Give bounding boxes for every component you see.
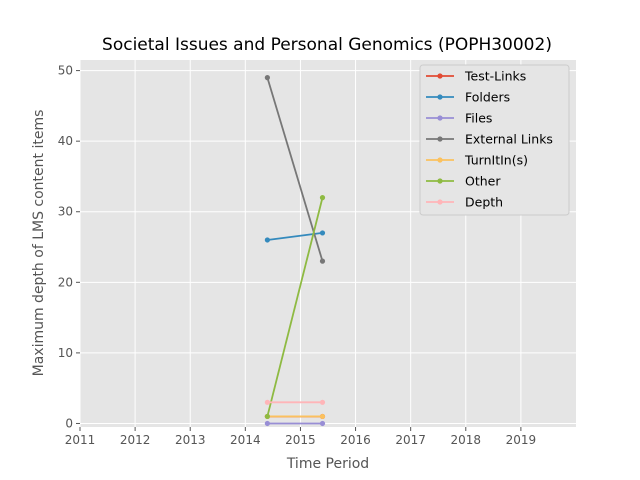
y-tick-label: 30 bbox=[58, 205, 73, 219]
x-tick-label: 2016 bbox=[340, 433, 371, 447]
x-axis-label: Time Period bbox=[286, 456, 369, 472]
legend-item-label: Folders bbox=[465, 90, 510, 105]
x-tick-label: 2014 bbox=[230, 433, 261, 447]
series-line bbox=[266, 197, 324, 417]
x-axis-ticks: 2011 2012 2013 2014 2015 2016 2017 2018 2019 bbox=[65, 427, 536, 447]
data-point bbox=[319, 399, 326, 405]
legend-item-label: Other bbox=[465, 174, 501, 189]
chart-title: Societal Issues and Personal Genomics (P… bbox=[102, 35, 552, 55]
y-tick-label: 10 bbox=[58, 346, 73, 360]
data-point bbox=[319, 413, 326, 420]
legend-marker bbox=[437, 73, 443, 79]
data-point bbox=[264, 75, 270, 81]
data-point bbox=[319, 230, 326, 236]
legend-marker bbox=[437, 94, 443, 100]
x-tick-label: 2011 bbox=[65, 433, 96, 447]
legend: Test-Links Folders Files External Links Turn… bbox=[419, 64, 570, 216]
legend-frame bbox=[419, 64, 570, 216]
x-tick-label: 2017 bbox=[395, 433, 426, 447]
series-other bbox=[264, 195, 326, 420]
data-point bbox=[319, 195, 326, 201]
y-tick-label: 0 bbox=[65, 416, 73, 430]
legend-marker bbox=[437, 136, 443, 142]
data-point bbox=[264, 413, 270, 420]
legend-item-label: TurnItIn(s) bbox=[464, 153, 528, 168]
y-tick-label: 20 bbox=[58, 275, 73, 289]
legend-item-label: External Links bbox=[465, 132, 553, 147]
data-point bbox=[319, 258, 326, 264]
legend-marker bbox=[437, 115, 443, 121]
x-tick-label: 2013 bbox=[175, 433, 206, 447]
data-point bbox=[264, 399, 270, 405]
series-files bbox=[264, 420, 326, 427]
y-tick-label: 40 bbox=[58, 134, 73, 148]
legend-marker bbox=[437, 157, 443, 163]
legend-marker bbox=[437, 199, 443, 205]
data-point bbox=[319, 420, 326, 427]
y-axis-label: Maximum depth of LMS content items bbox=[31, 110, 47, 377]
y-axis-ticks: 0 10 20 30 40 50 bbox=[58, 64, 80, 430]
gridlines bbox=[79, 60, 576, 427]
y-tick-label: 50 bbox=[58, 64, 73, 78]
legend-item-label: Files bbox=[465, 111, 492, 126]
x-tick-label: 2012 bbox=[120, 433, 151, 447]
legend-marker bbox=[437, 178, 443, 184]
series-depth bbox=[264, 399, 326, 405]
x-tick-label: 2019 bbox=[506, 433, 537, 447]
legend-item-label: Depth bbox=[465, 195, 503, 210]
legend-item-label: Test-Links bbox=[464, 69, 526, 84]
x-tick-label: 2018 bbox=[451, 433, 482, 447]
data-point bbox=[264, 420, 270, 427]
series-group bbox=[264, 75, 326, 427]
data-point bbox=[264, 237, 270, 243]
x-tick-label: 2015 bbox=[285, 433, 316, 447]
